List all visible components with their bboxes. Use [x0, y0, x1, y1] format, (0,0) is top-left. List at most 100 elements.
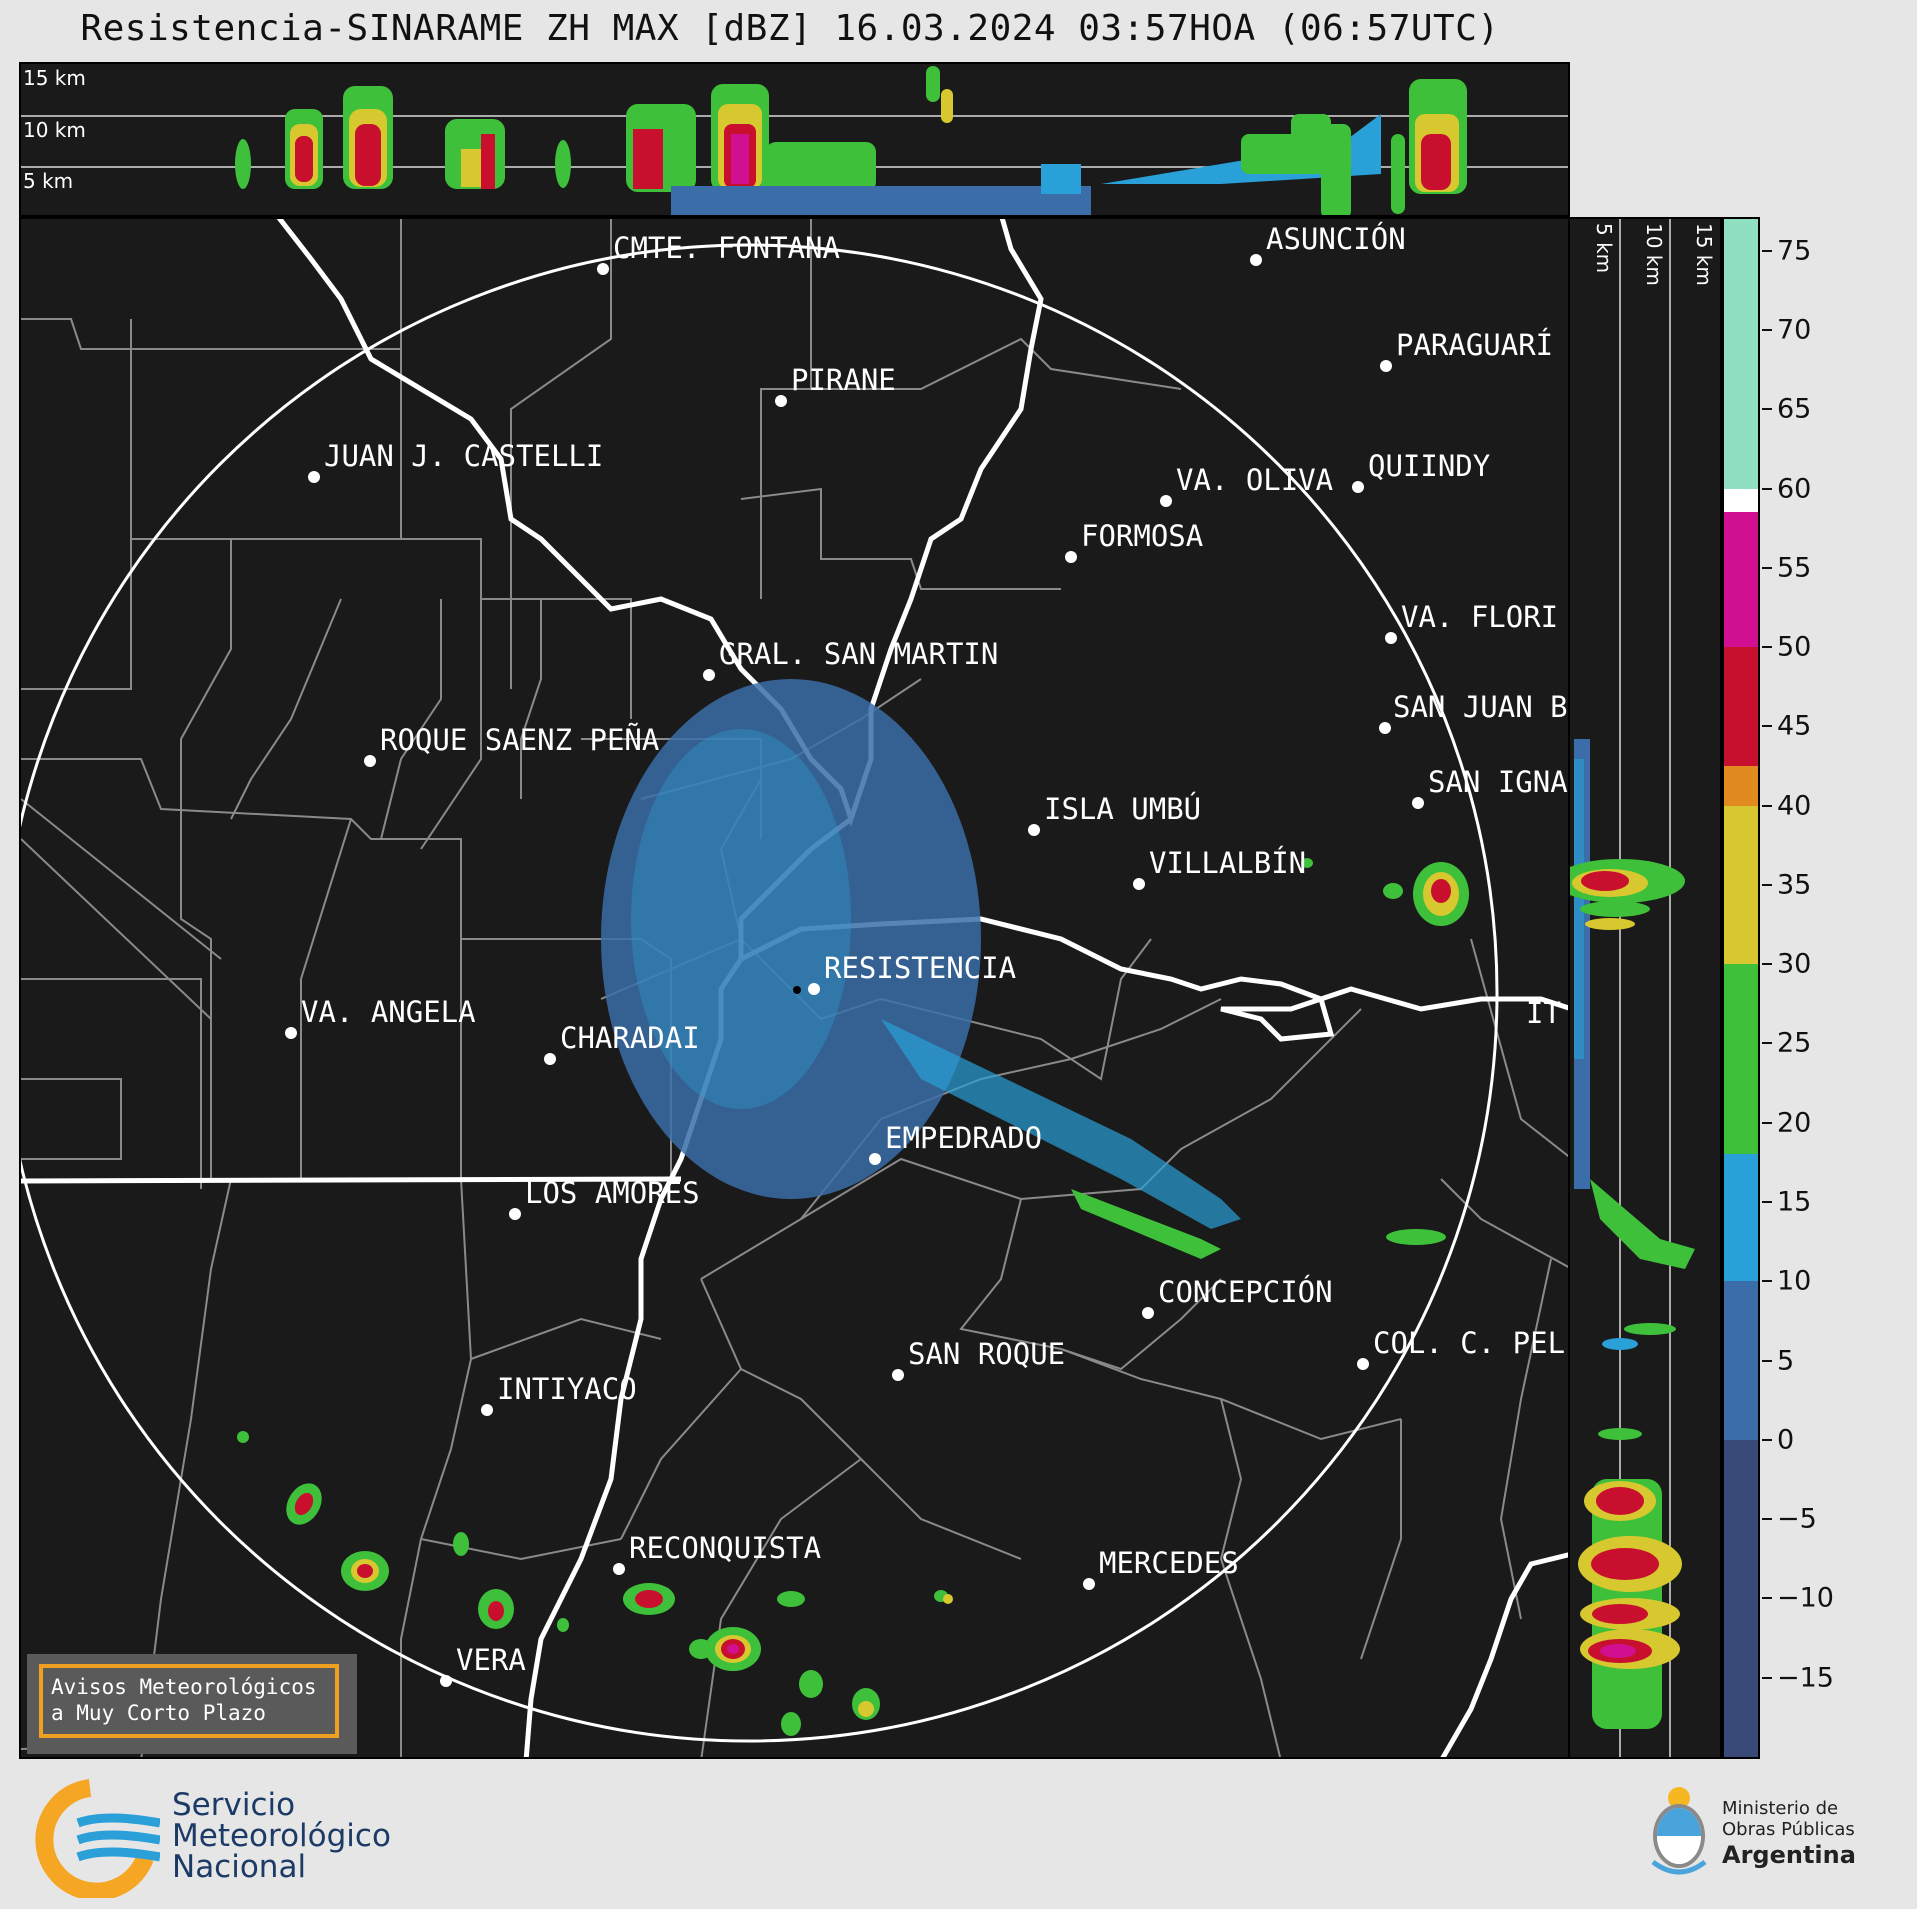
- colorbar-tick-mark: [1762, 1121, 1772, 1124]
- city-dots: [285, 254, 1424, 1687]
- side-height-profile: 5 km 10 km 15 km: [1570, 217, 1722, 1759]
- city-label: ISLA UMBÚ: [1044, 792, 1202, 826]
- smn-line3: Nacional: [172, 1849, 307, 1885]
- colorbar-tick-label: 35: [1777, 869, 1812, 901]
- colorbar-tick-mark: [1762, 249, 1772, 252]
- city-label: EMPEDRADO: [885, 1121, 1043, 1155]
- side-label-10km: 10 km: [1642, 223, 1666, 286]
- smn-logo-icon: [35, 1779, 160, 1898]
- colorbar-tick-mark: [1762, 1518, 1772, 1521]
- colorbar-band: [1724, 964, 1758, 1155]
- colorbar-tick-mark: [1762, 1042, 1772, 1045]
- colorbar-tick-label: 30: [1777, 948, 1812, 980]
- radar-echoes: [237, 679, 1469, 1736]
- top-label-15km: 15 km: [23, 66, 86, 90]
- city-label: ROQUE SAENZ PEÑA: [380, 723, 660, 757]
- city-label: IT: [1526, 996, 1561, 1030]
- radar-site: [793, 986, 801, 994]
- colorbar-tick-mark: [1762, 566, 1772, 569]
- colorbar-band: [1724, 488, 1758, 513]
- ministerio-line1: Ministerio de: [1722, 1798, 1839, 1819]
- city-label: INTIYACO: [497, 1372, 637, 1406]
- smn-line1: Servicio: [172, 1787, 296, 1823]
- ministerio-line2: Obras Públicas: [1722, 1819, 1855, 1840]
- colorbar-tick-mark: [1762, 487, 1772, 490]
- ministerio-wordmark: Ministerio de Obras Públicas Argentina: [1722, 1798, 1856, 1870]
- colorbar-tick-mark: [1762, 1438, 1772, 1441]
- colorbar-tick-label: 10: [1777, 1265, 1812, 1297]
- colorbar-tick-label: 25: [1777, 1027, 1812, 1059]
- ministerio-line3: Argentina: [1722, 1841, 1856, 1869]
- colorbar-band: [1724, 766, 1758, 806]
- colorbar-tick-mark: [1762, 328, 1772, 331]
- city-label: CMTE. FONTANA: [613, 231, 840, 265]
- colorbar-tick-mark: [1762, 1201, 1772, 1204]
- city-label: RECONQUISTA: [629, 1531, 822, 1565]
- colorbar-tick-label: 45: [1777, 710, 1812, 742]
- city-label: LOS AMORES: [525, 1176, 700, 1210]
- colorbar-tick-mark: [1762, 883, 1772, 886]
- colorbar-tick-label: 60: [1777, 473, 1812, 505]
- colorbar-band: [1724, 1154, 1758, 1282]
- colorbar-band: [1724, 512, 1758, 648]
- colorbar-tick-label: 20: [1777, 1107, 1812, 1139]
- city-label: QUIINDY: [1368, 449, 1491, 483]
- city-label: VERA: [456, 1643, 526, 1677]
- city-label: SAN JUAN B: [1393, 690, 1568, 724]
- colorbar-tick-label: 50: [1777, 631, 1812, 663]
- colorbar-tick-mark: [1762, 1676, 1772, 1679]
- colorbar-tick-mark: [1762, 646, 1772, 649]
- city-label: CHARADAI: [560, 1021, 700, 1055]
- city-label: VA. ANGELA: [301, 995, 476, 1029]
- colorbar-tick-label: −15: [1777, 1662, 1834, 1694]
- range-ring: [21, 243, 1499, 1743]
- argentina-shield-icon: [1651, 1787, 1707, 1875]
- city-label: MERCEDES: [1099, 1546, 1239, 1580]
- map-title: Resistencia-SINARAME ZH MAX [dBZ] 16.03.…: [80, 8, 1500, 49]
- map-svg: [21, 219, 1568, 1757]
- colorbar-tick-label: −5: [1777, 1503, 1817, 1535]
- radar-map: CMTE. FONTANA ASUNCIÓN PARAGUARÍ PIRANE …: [19, 217, 1570, 1759]
- colorbar-tick-label: 75: [1777, 235, 1812, 267]
- top-height-profile: 15 km 10 km 5 km: [19, 62, 1570, 217]
- echo-columns: [235, 66, 1467, 215]
- city-label: COL. C. PEL: [1373, 1326, 1566, 1360]
- top-label-10km: 10 km: [23, 118, 86, 142]
- city-label: PARAGUARÍ: [1396, 328, 1554, 362]
- colorbar-tick-mark: [1762, 725, 1772, 728]
- side-echo-columns: [1570, 739, 1695, 1729]
- colorbar-tick-label: 40: [1777, 790, 1812, 822]
- colorbar-tick-mark: [1762, 804, 1772, 807]
- smn-line2: Meteorológico: [172, 1818, 391, 1854]
- top-label-5km: 5 km: [23, 169, 74, 193]
- colorbar-tick-label: 65: [1777, 393, 1812, 425]
- city-label: ASUNCIÓN: [1266, 222, 1406, 256]
- colorbar-band: [1724, 1281, 1758, 1440]
- smn-wordmark: Servicio Meteorológico Nacional: [172, 1790, 391, 1883]
- city-label: GRAL. SAN MARTIN: [719, 637, 999, 671]
- colorbar-band: [1724, 219, 1758, 489]
- colorbar-tick-mark: [1762, 1597, 1772, 1600]
- colorbar-tick-label: 55: [1777, 552, 1812, 584]
- colorbar-band: [1724, 805, 1758, 965]
- colorbar-tick-label: 70: [1777, 314, 1812, 346]
- colorbar-tick-mark: [1762, 1359, 1772, 1362]
- colorbar-band: [1724, 647, 1758, 766]
- colorbar-tick-mark: [1762, 408, 1772, 411]
- colorbar-tick-label: −10: [1777, 1582, 1834, 1614]
- city-label: RESISTENCIA: [824, 951, 1017, 985]
- colorbar-tick-mark: [1762, 1280, 1772, 1283]
- city-label: VA. FLORI: [1401, 600, 1559, 634]
- city-label: VILLALBÍN: [1149, 846, 1307, 880]
- avisos-frame[interactable]: Avisos Meteorológicos a Muy Corto Plazo: [39, 1664, 339, 1738]
- city-label: PIRANE: [791, 363, 896, 397]
- side-label-5km: 5 km: [1592, 223, 1616, 274]
- colorbar-band: [1724, 1439, 1758, 1757]
- avisos-box[interactable]: Avisos Meteorológicos a Muy Corto Plazo: [27, 1654, 357, 1754]
- dbz-colorbar: [1722, 217, 1760, 1759]
- city-label: VA. OLIVA: [1176, 463, 1334, 497]
- city-label: FORMOSA: [1081, 519, 1204, 553]
- city-label: SAN IGNA: [1428, 765, 1568, 799]
- city-label: CONCEPCIÓN: [1158, 1275, 1333, 1309]
- colorbar-tick-label: 0: [1777, 1424, 1795, 1456]
